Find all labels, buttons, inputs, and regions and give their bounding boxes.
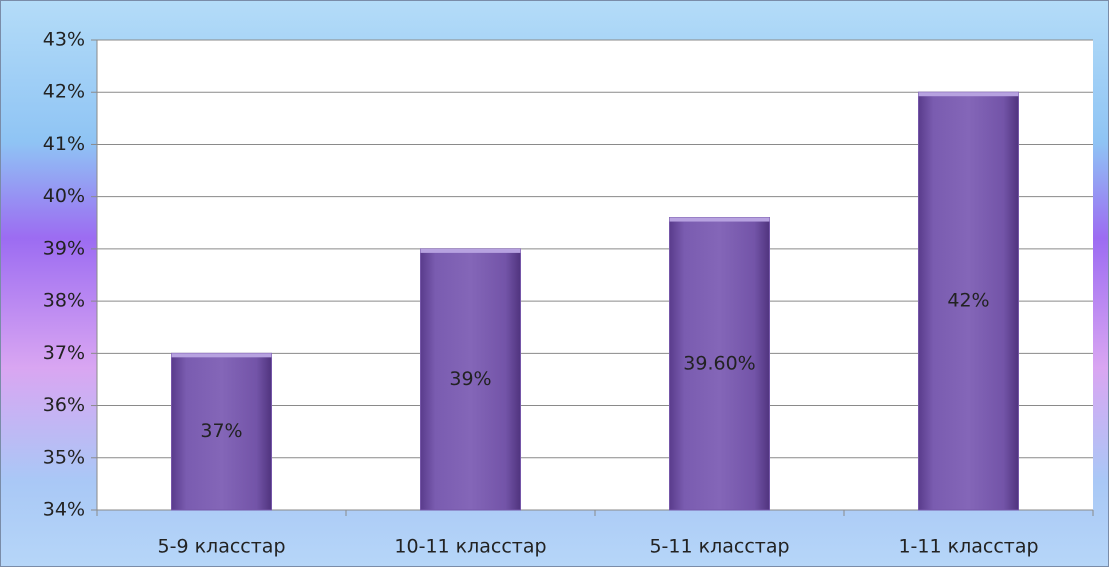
y-tick-label: 40% (43, 185, 85, 207)
bar (171, 352, 272, 511)
value-label: 39% (449, 368, 491, 390)
value-label: 42% (947, 290, 989, 312)
x-tick-label: 10-11 класстар (394, 536, 546, 558)
x-tick-label: 5-11 класстар (649, 536, 789, 558)
bar-top (918, 92, 1019, 97)
y-tick-label: 42% (43, 81, 85, 103)
bar-top (171, 353, 272, 358)
y-tick-label: 34% (43, 499, 85, 521)
y-tick-label: 37% (43, 342, 85, 364)
y-tick-label: 41% (43, 133, 85, 155)
bar (918, 91, 1019, 511)
bar-top (420, 248, 521, 253)
x-tick-label: 1-11 класстар (898, 536, 1038, 558)
x-tick-label: 5-9 класстар (158, 536, 286, 558)
value-label: 39.60% (683, 352, 755, 374)
y-tick-label: 36% (43, 394, 85, 416)
y-tick-label: 38% (43, 290, 85, 312)
y-tick-label: 35% (43, 446, 85, 468)
y-tick-label: 43% (43, 29, 85, 51)
bar-top (669, 217, 770, 222)
y-tick-label: 39% (43, 237, 85, 259)
bar (420, 248, 521, 511)
value-label: 37% (200, 420, 242, 442)
